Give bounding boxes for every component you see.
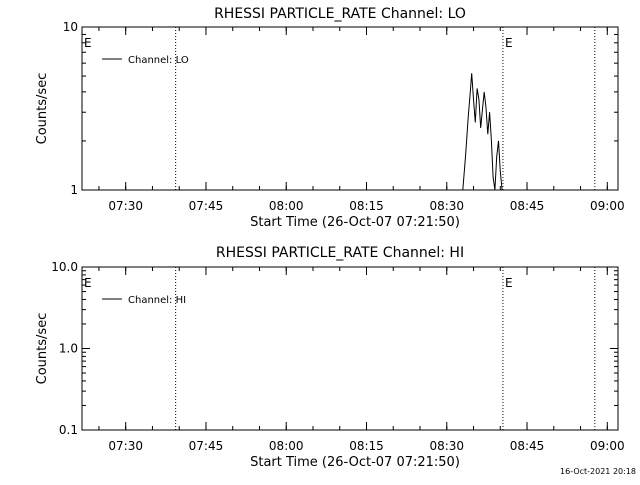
- x-tick-label: 09:00: [590, 439, 625, 453]
- x-tick-label: 08:30: [429, 199, 464, 213]
- y-axis-label: Counts/sec: [35, 313, 50, 385]
- y-tick-label: 1: [70, 183, 78, 197]
- x-tick-label: 08:00: [269, 439, 304, 453]
- y-tick-label: 0.1: [59, 423, 78, 437]
- y-tick-label: 10.0: [51, 260, 78, 274]
- chart-title: RHESSI PARTICLE_RATE Channel: HI: [216, 245, 464, 261]
- event-marker-label: E: [505, 276, 513, 290]
- event-marker-label: E: [84, 36, 92, 50]
- x-tick-label: 07:30: [108, 439, 143, 453]
- x-tick-label: 08:30: [429, 439, 464, 453]
- y-tick-label: 10: [63, 20, 78, 34]
- x-tick-label: 07:45: [189, 199, 224, 213]
- x-tick-label: 07:30: [108, 199, 143, 213]
- x-axis-label: Start Time (26-Oct-07 07:21:50): [250, 455, 460, 470]
- chart-title: RHESSI PARTICLE_RATE Channel: LO: [214, 6, 466, 22]
- x-tick-label: 08:45: [510, 199, 545, 213]
- event-marker-label: E: [84, 276, 92, 290]
- plot-frame: [81, 26, 619, 191]
- x-tick-label: 08:00: [269, 199, 304, 213]
- y-axis-label: Counts/sec: [35, 73, 50, 145]
- x-tick-label: 08:45: [510, 439, 545, 453]
- legend-label: Channel: LO: [128, 55, 189, 66]
- event-marker-label: E: [505, 36, 513, 50]
- plot-frame: [81, 266, 619, 431]
- y-tick-label: 1.0: [59, 342, 78, 356]
- legend-label: Channel: HI: [128, 295, 186, 306]
- series-line: [462, 73, 503, 191]
- x-tick-label: 08:15: [349, 439, 384, 453]
- x-tick-label: 08:15: [349, 199, 384, 213]
- x-tick-label: 07:45: [189, 439, 224, 453]
- footer-timestamp: 16-Oct-2021 20:18: [560, 467, 636, 476]
- x-tick-label: 09:00: [590, 199, 625, 213]
- x-axis-label: Start Time (26-Oct-07 07:21:50): [250, 215, 460, 230]
